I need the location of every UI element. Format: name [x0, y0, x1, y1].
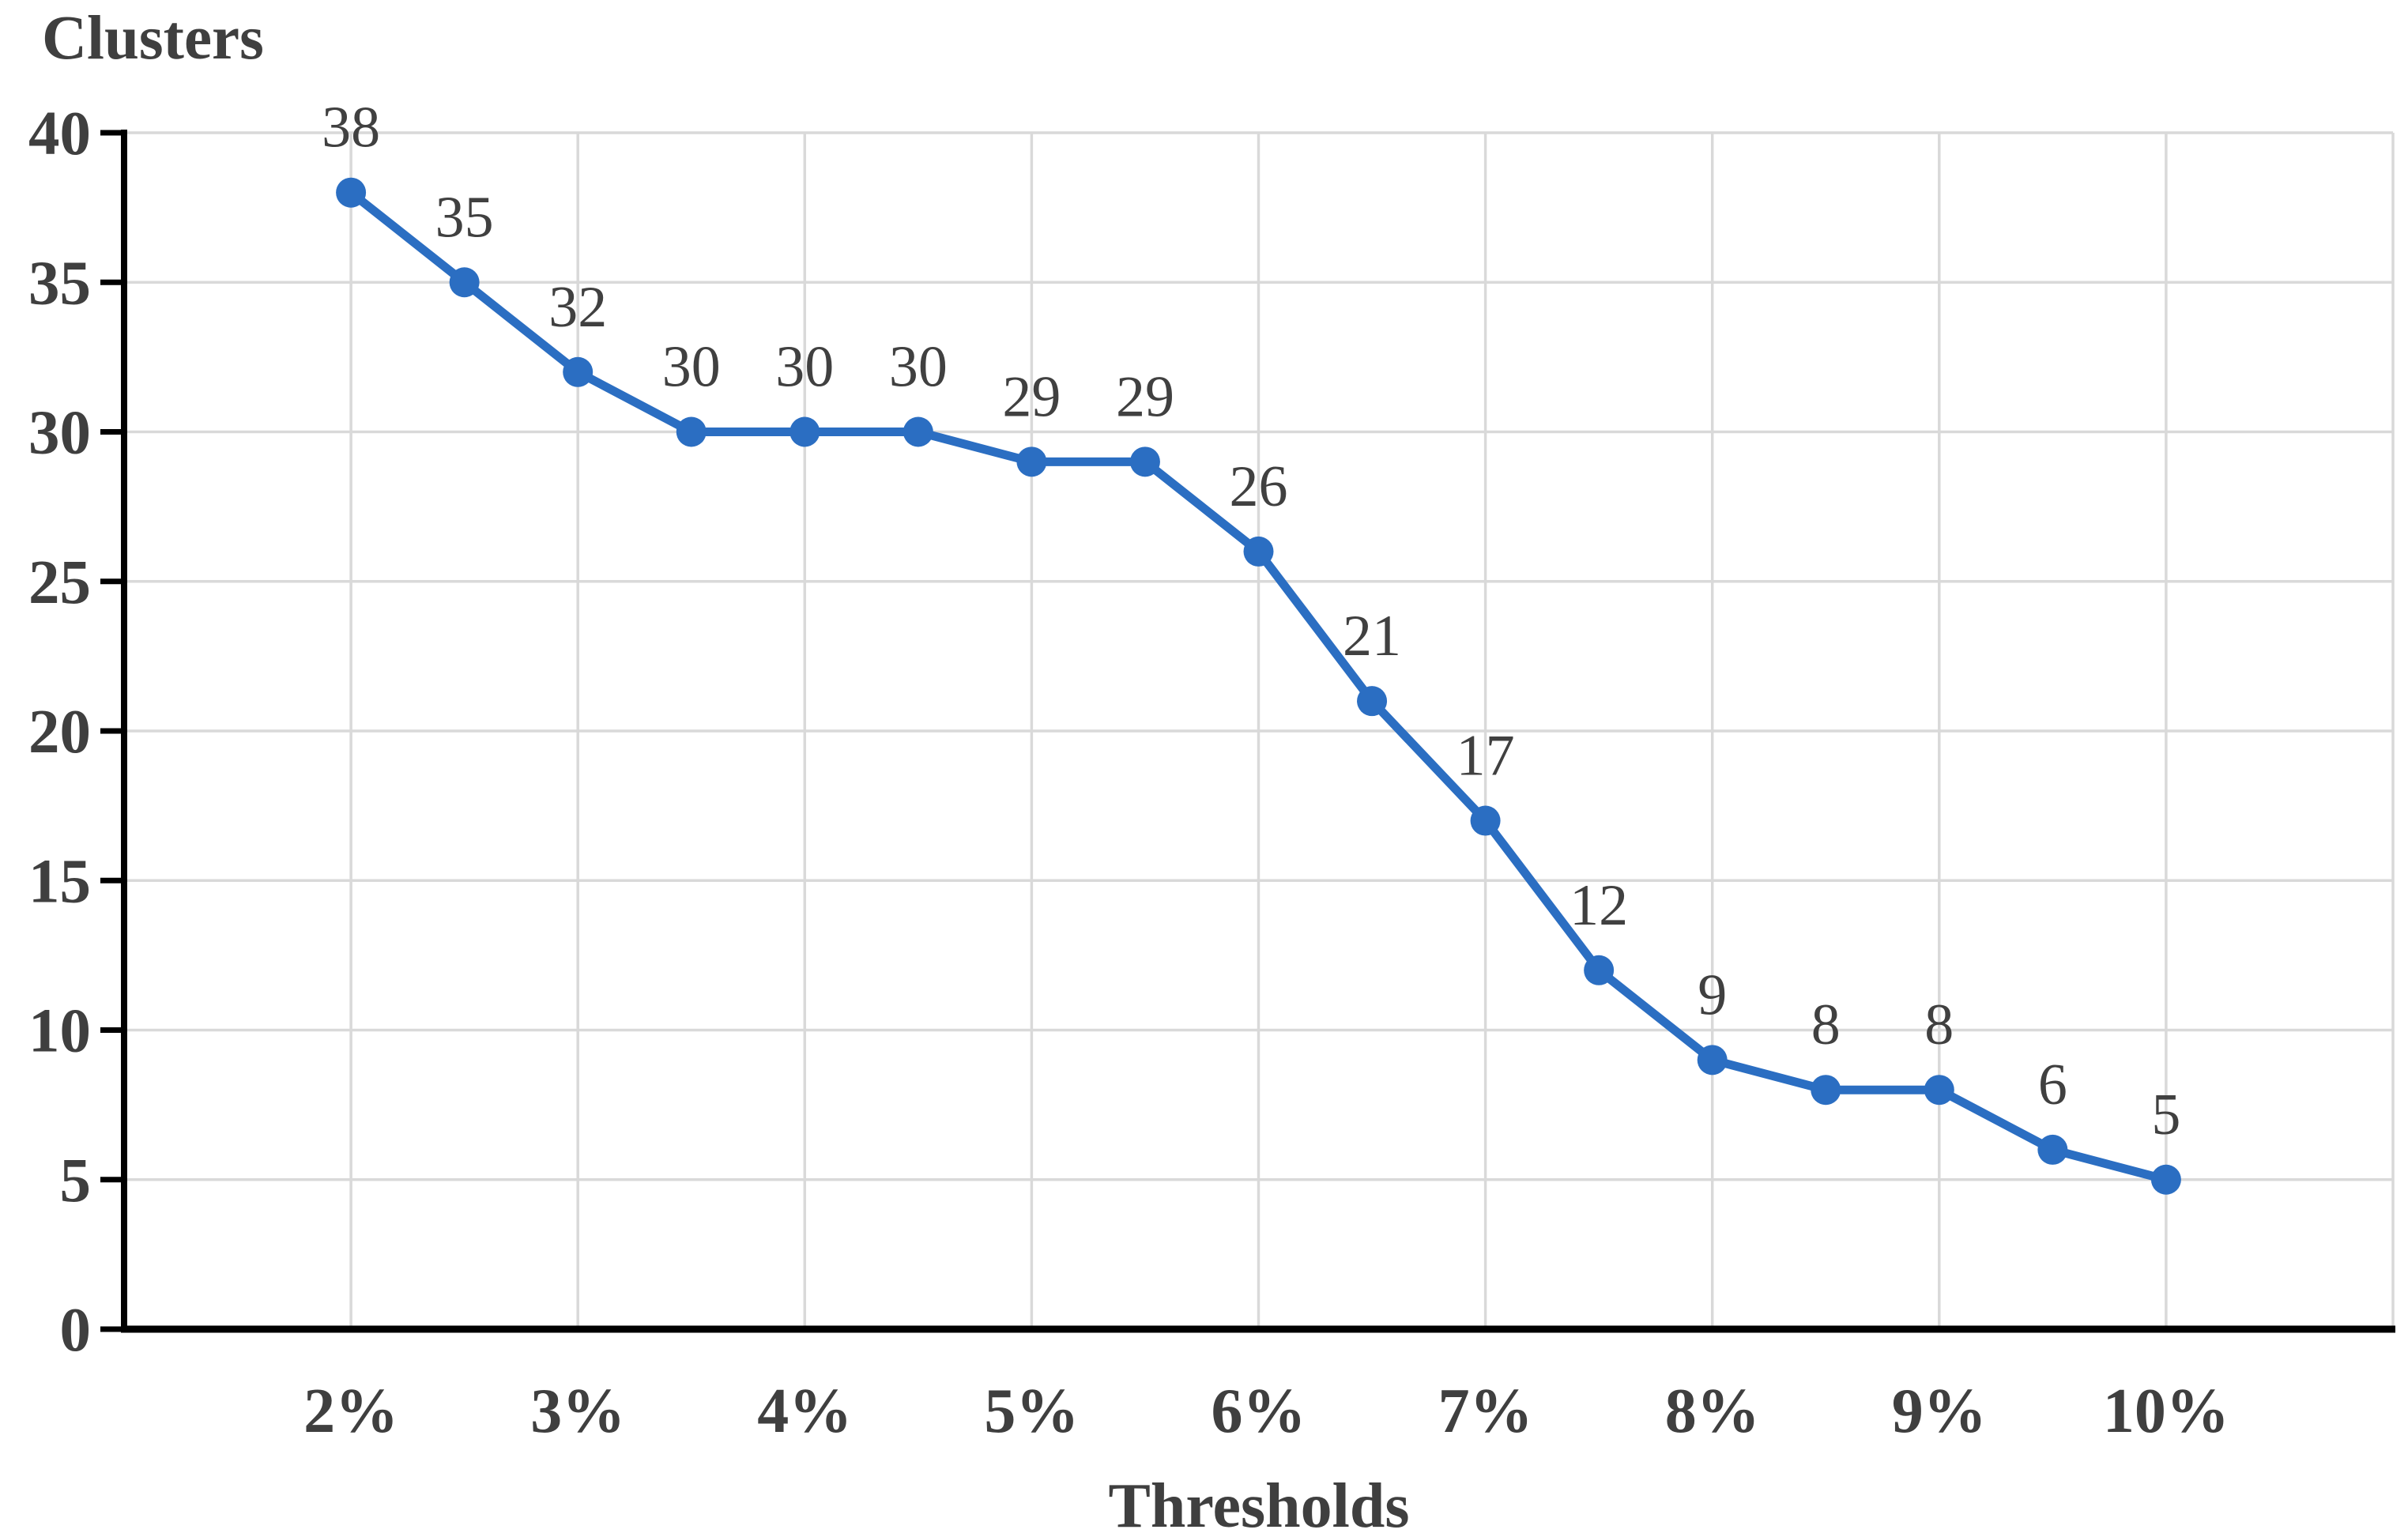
grid-layer — [124, 131, 2395, 1329]
data-point-marker — [2037, 1134, 2068, 1165]
y-tick-label: 20 — [28, 698, 91, 767]
data-point-label: 12 — [1570, 873, 1628, 938]
data-point-marker — [1129, 446, 1160, 477]
y-tick-label: 40 — [28, 100, 91, 168]
data-point-label: 29 — [1002, 364, 1061, 429]
data-point-marker — [789, 416, 820, 447]
x-tick-label: 8% — [1665, 1377, 1760, 1446]
axis-layer — [100, 130, 2395, 1333]
data-point-marker — [336, 177, 367, 208]
y-tick-label: 25 — [28, 548, 91, 617]
x-tick-label: 10% — [2103, 1377, 2229, 1446]
data-point-marker — [1924, 1075, 1954, 1106]
data-point-label: 21 — [1343, 604, 1401, 669]
data-point-marker — [1470, 805, 1501, 836]
y-tick-label: 5 — [60, 1147, 92, 1215]
data-point-label: 32 — [548, 275, 607, 340]
y-tick-label: 15 — [28, 847, 91, 916]
x-tick-label: 5% — [984, 1377, 1079, 1446]
y-tick-label: 35 — [28, 249, 91, 318]
data-point-label: 26 — [1230, 454, 1288, 519]
x-tick-label: 9% — [1892, 1377, 1987, 1446]
y-tick-label: 0 — [60, 1296, 92, 1365]
data-point-marker — [1697, 1045, 1728, 1076]
x-tick-label: 2% — [303, 1377, 398, 1446]
x-tick-label: 7% — [1438, 1377, 1533, 1446]
data-point-label: 17 — [1456, 724, 1515, 789]
data-point-marker — [1811, 1075, 1841, 1106]
data-point-marker — [449, 267, 480, 298]
label-layer: 38 35 32 30 30 30 29 29 26 21 17 12 9 8 8 6 5 0 5 10 15 20 25 3… — [28, 96, 2229, 1446]
data-point-label: 29 — [1116, 364, 1174, 429]
x-tick-label: 4% — [757, 1377, 852, 1446]
data-point-label: 8 — [1924, 993, 1954, 1057]
data-point-label: 30 — [662, 335, 721, 400]
data-point-marker — [1357, 686, 1388, 717]
data-point-label: 8 — [1811, 993, 1841, 1057]
data-point-marker — [1016, 446, 1047, 477]
data-point-label: 35 — [435, 185, 494, 250]
data-point-label: 30 — [775, 335, 834, 400]
data-point-label: 30 — [889, 335, 948, 400]
data-point-marker — [676, 416, 707, 447]
data-point-label: 6 — [2038, 1053, 2067, 1117]
x-tick-label: 3% — [530, 1377, 625, 1446]
data-point-marker — [1584, 955, 1615, 985]
data-point-label: 9 — [1698, 963, 1727, 1027]
data-point-marker — [903, 416, 933, 447]
data-point-label: 5 — [2151, 1083, 2180, 1147]
series-layer — [336, 177, 2181, 1195]
data-point-marker — [1243, 536, 1274, 567]
x-axis-title: Thresholds — [1109, 1471, 1410, 1537]
y-tick-label: 10 — [28, 997, 91, 1066]
data-point-label: 38 — [322, 96, 380, 160]
data-point-marker — [2150, 1164, 2181, 1195]
x-tick-label: 6% — [1212, 1377, 1306, 1446]
data-point-marker — [563, 356, 594, 387]
y-axis-title: Clusters — [42, 4, 264, 73]
y-tick-label: 30 — [28, 399, 91, 468]
